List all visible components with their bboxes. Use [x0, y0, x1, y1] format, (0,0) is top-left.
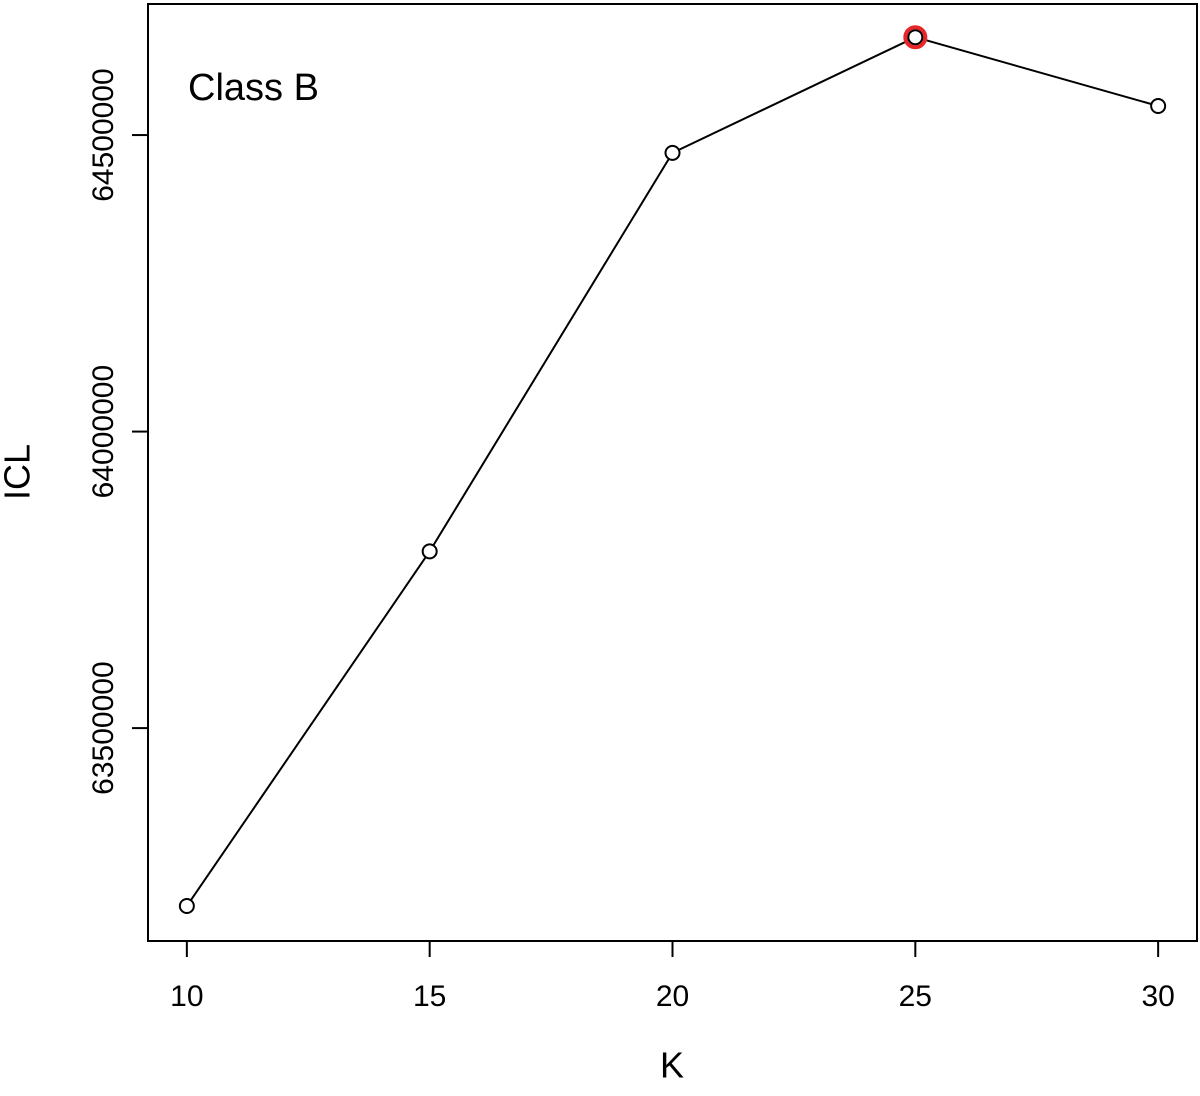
point: [1150, 98, 1167, 115]
point: [664, 144, 681, 161]
x-tick-label: 20: [656, 980, 689, 1013]
plot-frame: [147, 3, 1198, 942]
highlight-ring: [903, 25, 928, 50]
point: [421, 543, 438, 560]
chart-title: Class B: [188, 67, 319, 109]
series-line: [186, 36, 1159, 907]
point: [178, 898, 195, 915]
point: [907, 29, 924, 46]
y-tick-label: 64000000: [87, 365, 120, 498]
y-tick-label: 63500000: [87, 661, 120, 794]
x-tick-label: 10: [170, 980, 203, 1013]
x-axis-label: K: [660, 1045, 684, 1086]
y-tick-label: 64500000: [87, 68, 120, 201]
x-tick-label: 15: [413, 980, 446, 1013]
x-tick-label: 25: [899, 980, 932, 1013]
x-tick-label: 30: [1141, 980, 1174, 1013]
y-axis-label: ICL: [0, 444, 38, 500]
